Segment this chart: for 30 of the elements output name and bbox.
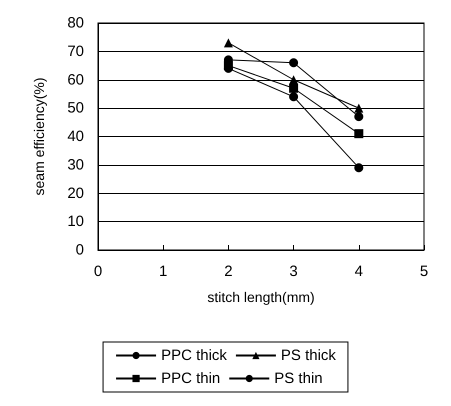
x-tick-label: 5 [420, 263, 428, 280]
point [289, 75, 298, 84]
legend-label: PS thick [280, 347, 336, 364]
y-tick-label: 0 [76, 242, 84, 258]
point [289, 58, 298, 68]
point [289, 84, 298, 93]
legend-label: PPC thin [161, 370, 220, 387]
y-tick-label: 20 [67, 184, 84, 202]
legend-label: PPC thick [161, 347, 228, 364]
y-axis-title: seam efficiency(%) [31, 77, 47, 196]
y-tick-label: 40 [67, 128, 84, 145]
y-tick-label: 30 [67, 156, 84, 174]
x-tick-label: 2 [224, 263, 233, 280]
point [289, 92, 298, 102]
point [354, 129, 364, 138]
point [354, 104, 364, 113]
x-tick-label: 4 [354, 263, 363, 280]
y-tick-label: 60 [67, 71, 84, 88]
legend-label: PS thin [274, 370, 323, 387]
point [354, 163, 364, 172]
y-tick-label: 50 [67, 100, 84, 117]
x-tick-label: 0 [94, 263, 102, 280]
y-tick-label: 10 [67, 213, 84, 230]
x-tick-label: 3 [289, 263, 298, 280]
x-tick-label: 1 [159, 263, 168, 280]
y-tick-label: 70 [67, 42, 84, 60]
y-tick-label: 80 [67, 14, 84, 32]
point [224, 38, 233, 48]
x-axis-title: stitch length(mm) [207, 289, 315, 305]
point [354, 112, 364, 122]
